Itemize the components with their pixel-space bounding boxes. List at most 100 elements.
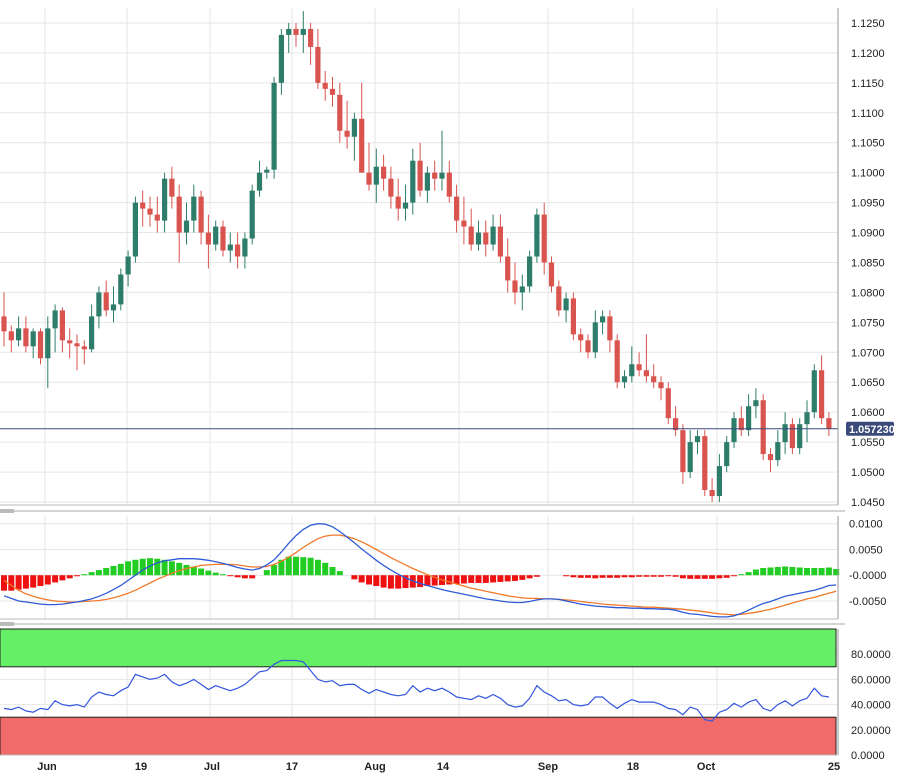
candle-body [651, 376, 657, 383]
candle [220, 220, 226, 257]
macd-histogram-bar [8, 575, 15, 591]
candle [527, 250, 533, 293]
macd-histogram-bar [709, 575, 716, 579]
candle-body [819, 370, 825, 419]
candle-body [578, 334, 584, 341]
macd-histogram-bar [307, 557, 314, 576]
candle [548, 256, 555, 293]
candle-body [118, 274, 124, 305]
macd-histogram-bar [804, 568, 810, 576]
macd-histogram-bar [460, 575, 467, 584]
candle [410, 148, 416, 215]
candle-body [527, 256, 533, 287]
macd-histogram-bar [380, 575, 387, 588]
candle-body [585, 340, 591, 353]
candle [819, 355, 825, 425]
candle [811, 364, 817, 419]
macd-histogram-bar [30, 575, 37, 588]
rsi-line [3, 659, 829, 722]
macd-histogram-bar [782, 566, 789, 576]
macd-histogram-bar [168, 561, 175, 576]
candle-body [110, 304, 117, 311]
macd-histogram-bar [15, 575, 22, 590]
candle [205, 214, 211, 269]
candle [147, 196, 153, 227]
candle-body [490, 226, 496, 245]
candle-body [235, 244, 241, 257]
candle [651, 364, 657, 389]
macd-histogram-bar [212, 572, 219, 576]
macd-histogram-bar [621, 575, 628, 578]
candle-body [256, 172, 263, 191]
candle-body [286, 28, 292, 35]
candle-body [183, 220, 190, 233]
candle-body [716, 466, 722, 497]
candle-body [541, 214, 547, 263]
candle-body [205, 232, 211, 245]
candle-body [264, 169, 270, 173]
candle [636, 352, 642, 377]
candle-body [694, 436, 701, 443]
macd-histogram-bar [665, 575, 672, 577]
candle [176, 184, 182, 263]
macd-series [1, 523, 840, 618]
candle-body [381, 166, 387, 179]
candle [191, 184, 197, 233]
macd-histogram-bar [504, 575, 511, 582]
candle-body [278, 34, 284, 83]
candle [702, 430, 708, 497]
candle-body [16, 328, 22, 341]
rsi-bands [0, 628, 837, 756]
candle [132, 196, 138, 263]
macd-histogram-bar [263, 570, 270, 576]
macd-histogram-bar [716, 575, 723, 579]
price-tick-label: 1.0550 [851, 437, 885, 449]
candle [775, 430, 781, 467]
macd-histogram-bar [774, 566, 781, 576]
candle-body [242, 238, 248, 257]
macd-histogram-bar [614, 575, 621, 578]
candle [446, 160, 452, 203]
candle-body [797, 424, 803, 449]
candle-body [271, 82, 277, 170]
candle-body [373, 166, 379, 185]
macd-histogram-bar [125, 561, 132, 576]
macd-histogram-bar [636, 575, 643, 577]
candle [249, 184, 255, 245]
candle [417, 142, 423, 197]
macd-histogram-bar [88, 572, 95, 576]
candle [541, 202, 547, 275]
candle-body [643, 370, 649, 377]
candle-body [59, 310, 65, 341]
candle [89, 304, 95, 353]
candle [74, 334, 80, 371]
candle [665, 382, 671, 425]
candle-body [775, 442, 781, 461]
candle-body [1, 316, 7, 332]
candle [490, 214, 496, 251]
macd-histogram-bar [336, 571, 343, 576]
candle-body [680, 430, 686, 473]
price-tick-label: 1.1150 [851, 78, 884, 90]
candle [716, 454, 722, 503]
candle-body [162, 178, 168, 221]
candle-body [592, 322, 598, 353]
current-price-tag-bg [846, 421, 894, 436]
candle [96, 286, 102, 329]
macd-histogram-bar [519, 575, 526, 580]
candle [767, 448, 774, 473]
candle-body [724, 442, 730, 467]
candle-body [789, 424, 795, 449]
macd-histogram-bar [475, 575, 482, 583]
macd-histogram-bar [44, 575, 51, 585]
candle [629, 346, 635, 383]
macd-histogram-bar [446, 575, 453, 585]
candle-body [103, 292, 109, 311]
candle-body [81, 346, 87, 350]
macd-histogram-bar [563, 575, 570, 577]
macd-histogram-bar [387, 575, 394, 589]
candle-body [607, 316, 613, 341]
x-tick-label: Aug [364, 761, 385, 773]
x-tick-label: Jul [204, 761, 220, 773]
